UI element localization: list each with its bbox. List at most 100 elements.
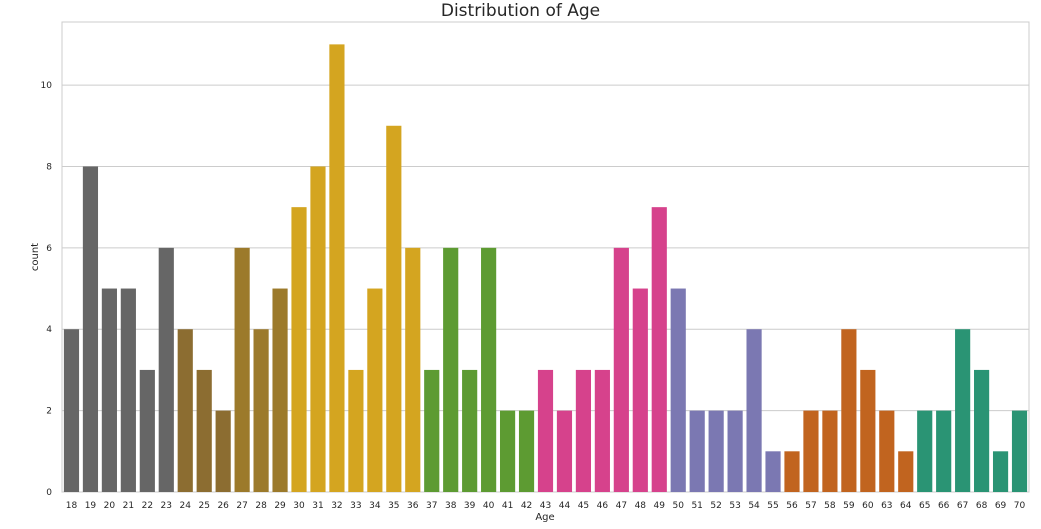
bar-age-29 <box>272 288 288 492</box>
bar-age-33 <box>348 369 364 492</box>
bar-age-63 <box>879 410 895 492</box>
bar-age-30 <box>291 207 307 492</box>
x-tick-label: 22 <box>142 501 153 511</box>
bar-age-34 <box>367 288 383 492</box>
y-tick-label: 0 <box>46 488 52 498</box>
x-tick-label: 38 <box>445 501 457 511</box>
x-tick-label: 18 <box>66 501 78 511</box>
bar-age-25 <box>196 369 212 492</box>
y-tick-label: 8 <box>46 162 52 172</box>
x-tick-label: 65 <box>919 501 930 511</box>
x-tick-label: 20 <box>104 501 116 511</box>
chart-title: Distribution of Age <box>440 1 601 21</box>
x-tick-label: 50 <box>672 501 684 511</box>
bar-age-27 <box>234 247 250 492</box>
bar-age-46 <box>594 369 610 492</box>
bar-age-26 <box>215 410 231 492</box>
x-tick-label: 23 <box>161 501 172 511</box>
y-axis-label: count <box>30 243 41 271</box>
bar-age-53 <box>727 410 743 492</box>
x-tick-label: 51 <box>691 501 702 511</box>
x-tick-label: 35 <box>388 501 399 511</box>
bar-age-36 <box>405 247 421 492</box>
x-tick-label: 45 <box>578 501 589 511</box>
x-tick-label: 33 <box>350 501 361 511</box>
x-tick-label: 67 <box>957 501 968 511</box>
bar-age-59 <box>841 329 857 492</box>
bar-age-38 <box>443 247 459 492</box>
bar-age-44 <box>556 410 573 492</box>
bar-age-50 <box>670 288 686 492</box>
bar-age-18 <box>63 329 80 492</box>
x-tick-label: 63 <box>881 501 892 511</box>
x-tick-label: 46 <box>597 501 609 511</box>
x-tick-label: 56 <box>786 501 798 511</box>
x-tick-label: 31 <box>312 501 323 511</box>
bar-age-58 <box>822 410 838 492</box>
bar-age-22 <box>139 369 155 492</box>
bar-age-47 <box>613 247 629 492</box>
x-tick-label: 49 <box>654 501 666 511</box>
x-tick-label: 70 <box>1014 501 1026 511</box>
x-tick-label: 41 <box>502 501 513 511</box>
y-tick-label: 6 <box>46 244 52 254</box>
bar-age-57 <box>803 410 819 492</box>
bar-age-31 <box>310 166 326 493</box>
x-tick-label: 29 <box>274 501 286 511</box>
x-tick-label: 43 <box>540 501 551 511</box>
x-tick-label: 24 <box>180 501 192 511</box>
y-tick-label: 10 <box>41 81 53 91</box>
bar-age-60 <box>860 369 876 492</box>
bar-age-21 <box>120 288 136 492</box>
x-tick-label: 68 <box>976 501 988 511</box>
bar-age-69 <box>992 451 1009 492</box>
x-tick-label: 53 <box>729 501 740 511</box>
x-tick-label: 36 <box>407 501 419 511</box>
x-tick-label: 28 <box>255 501 267 511</box>
bar-age-51 <box>689 410 705 492</box>
x-tick-label: 42 <box>521 501 532 511</box>
x-tick-label: 34 <box>369 501 381 511</box>
bar-age-43 <box>537 369 554 492</box>
x-tick-label: 48 <box>635 501 647 511</box>
x-tick-label: 64 <box>900 501 912 511</box>
bar-age-48 <box>632 288 648 492</box>
bar-age-68 <box>974 369 990 492</box>
bar-age-64 <box>898 451 914 492</box>
x-tick-label: 69 <box>995 501 1007 511</box>
bar-age-19 <box>82 166 99 493</box>
x-tick-label: 21 <box>123 501 134 511</box>
x-tick-label: 27 <box>236 501 247 511</box>
bar-age-40 <box>481 247 497 492</box>
bar-age-28 <box>253 329 269 492</box>
bar-age-56 <box>784 451 800 492</box>
x-tick-label: 47 <box>616 501 627 511</box>
bar-age-67 <box>955 329 971 492</box>
bar-age-37 <box>424 369 440 492</box>
bar-age-54 <box>746 329 762 492</box>
x-tick-label: 60 <box>862 501 874 511</box>
x-tick-label: 32 <box>331 501 342 511</box>
x-tick-label: 25 <box>198 501 209 511</box>
bar-age-52 <box>708 410 724 492</box>
bar-age-65 <box>917 410 933 492</box>
x-tick-label: 59 <box>843 501 855 511</box>
x-tick-label: 40 <box>483 501 495 511</box>
bar-age-23 <box>158 247 174 492</box>
x-tick-label: 30 <box>293 501 305 511</box>
x-axis-label: Age <box>535 512 554 523</box>
bar-age-42 <box>518 410 535 492</box>
bar-age-41 <box>499 410 516 492</box>
x-tick-label: 66 <box>938 501 950 511</box>
x-tick-label: 55 <box>767 501 778 511</box>
bar-age-35 <box>386 125 402 492</box>
x-tick-label: 52 <box>710 501 721 511</box>
bar-age-32 <box>329 44 345 492</box>
x-tick-label: 37 <box>426 501 437 511</box>
bar-age-70 <box>1011 410 1028 492</box>
x-tick-label: 26 <box>217 501 229 511</box>
bar-age-39 <box>462 369 478 492</box>
bar-age-49 <box>651 207 667 492</box>
